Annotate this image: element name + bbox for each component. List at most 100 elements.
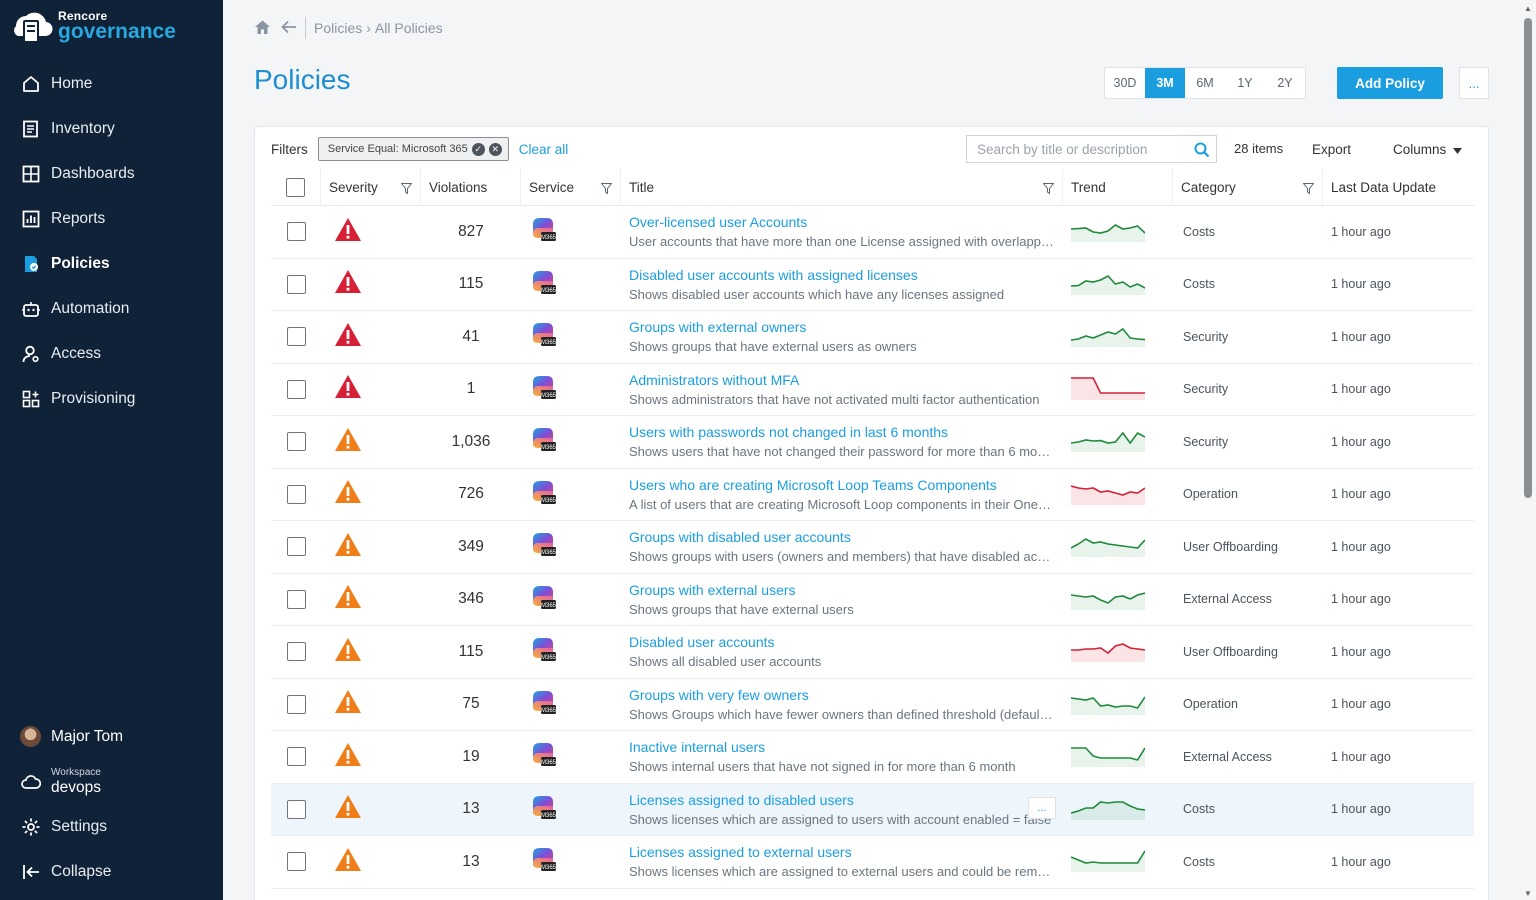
table-row[interactable]: 115 M365 Disabled user accounts Shows al… xyxy=(271,626,1474,679)
nav-item-inventory[interactable]: Inventory xyxy=(0,106,223,151)
row-checkbox[interactable] xyxy=(286,222,306,242)
columns-dropdown[interactable]: Columns xyxy=(1393,142,1463,157)
workspace-switcher[interactable]: Workspace devops xyxy=(0,759,223,804)
filter-icon[interactable] xyxy=(1302,182,1315,197)
range-2y[interactable]: 2Y xyxy=(1277,76,1293,90)
select-all-checkbox[interactable] xyxy=(286,177,305,197)
clear-all-link[interactable]: Clear all xyxy=(518,141,569,157)
scrollbar-thumb[interactable] xyxy=(1524,18,1532,498)
policy-description: Shows licenses which are assigned to ext… xyxy=(629,864,1055,880)
policy-title-link[interactable]: Licenses assigned to disabled users xyxy=(629,791,854,808)
nav-item-reports[interactable]: Reports xyxy=(0,196,223,241)
range-30d[interactable]: 30D xyxy=(1113,76,1137,90)
table-row[interactable]: 13 M365 Licenses assigned to external us… xyxy=(271,836,1474,889)
search-input[interactable] xyxy=(977,141,1187,157)
header-severity[interactable]: Severity xyxy=(321,168,421,206)
policy-title-link[interactable]: Inactive internal users xyxy=(629,739,766,756)
policy-title-link[interactable]: Users who are creating Microsoft Loop Te… xyxy=(629,476,997,493)
violations-count: 13 xyxy=(462,800,480,818)
policy-title-link[interactable]: Administrators without MFA xyxy=(629,371,800,388)
filter-icon[interactable] xyxy=(600,182,613,197)
table-row[interactable]: 75 M365 Groups with very few owners Show… xyxy=(271,679,1474,731)
table-row[interactable]: 349 M365 Groups with disabled user accou… xyxy=(271,521,1474,574)
filter-icon[interactable] xyxy=(400,182,413,197)
table-row[interactable]: 346 M365 Groups with external users Show… xyxy=(271,574,1474,626)
row-checkbox[interactable] xyxy=(286,484,306,504)
row-checkbox[interactable] xyxy=(286,589,306,609)
row-checkbox[interactable] xyxy=(286,537,306,557)
range-1y[interactable]: 1Y xyxy=(1237,76,1253,90)
export-button[interactable]: Export xyxy=(1312,142,1352,157)
filter-icon[interactable] xyxy=(1042,182,1055,197)
table-row[interactable]: 19 M365 Inactive internal users Shows in… xyxy=(271,731,1474,784)
range-6m[interactable]: 6M xyxy=(1196,76,1214,90)
policy-title-link[interactable]: Licenses assigned to external users xyxy=(629,844,852,861)
row-more-button[interactable]: ... xyxy=(1028,796,1056,819)
scroll-down-icon[interactable]: ▼ xyxy=(1524,889,1532,898)
nav-item-home[interactable]: Home xyxy=(0,61,223,106)
row-checkbox[interactable] xyxy=(286,852,306,872)
back-arrow-icon[interactable] xyxy=(281,20,297,37)
policy-title-link[interactable]: Over-licensed user Accounts xyxy=(629,214,808,231)
last-data-update: 1 hour ago xyxy=(1331,749,1391,764)
settings-nav[interactable]: Settings xyxy=(0,804,223,849)
edit-filter-icon[interactable]: ✓ xyxy=(471,142,485,156)
header-title[interactable]: Title xyxy=(621,168,1063,206)
row-checkbox[interactable] xyxy=(286,379,306,399)
time-range-selector: 30D 3M 6M 1Y 2Y xyxy=(1104,67,1306,99)
row-checkbox[interactable] xyxy=(286,274,306,294)
nav-item-automation[interactable]: Automation xyxy=(0,286,223,331)
policy-title-link[interactable]: Disabled user accounts with assigned lic… xyxy=(629,266,918,283)
add-policy-button[interactable]: Add Policy xyxy=(1337,67,1443,99)
last-data-update: 1 hour ago xyxy=(1331,487,1391,502)
microsoft-365-icon: M365 xyxy=(521,741,621,772)
table-row[interactable]: 115 M365 Disabled user accounts with ass… xyxy=(271,259,1474,311)
table-row[interactable]: 13 M365 Licenses assigned to disabled us… xyxy=(271,783,1474,836)
header-violations[interactable]: Violations xyxy=(421,168,521,206)
microsoft-365-icon: M365 xyxy=(521,636,621,667)
policy-title-link[interactable]: Groups with very few owners xyxy=(629,686,809,703)
policy-title-link[interactable]: Groups with external owners xyxy=(629,319,807,336)
policy-title-link[interactable]: Disabled user accounts xyxy=(629,634,775,651)
severity-critical-icon xyxy=(321,374,421,404)
table-row[interactable]: 1 M365 Administrators without MFA Shows … xyxy=(271,364,1474,416)
header-category[interactable]: Category xyxy=(1173,168,1323,206)
range-3m[interactable]: 3M xyxy=(1145,68,1185,98)
dashboards-icon xyxy=(21,164,41,184)
breadcrumb-parent[interactable]: Policies xyxy=(314,20,363,36)
filter-chip[interactable]: Service Equal: Microsoft 365 ✓ ✕ xyxy=(317,137,509,161)
header-service[interactable]: Service xyxy=(521,168,621,206)
user-profile[interactable]: Major Tom xyxy=(0,714,223,759)
nav-item-access[interactable]: Access xyxy=(0,331,223,376)
remove-filter-icon[interactable]: ✕ xyxy=(488,142,502,156)
header-last-update[interactable]: Last Data Update xyxy=(1331,179,1437,195)
row-checkbox[interactable] xyxy=(286,747,306,767)
row-checkbox[interactable] xyxy=(286,432,306,452)
svg-text:M365: M365 xyxy=(541,288,557,294)
trend-sparkline xyxy=(1063,689,1173,720)
nav-item-provisioning[interactable]: Provisioning xyxy=(0,376,223,421)
severity-warning-icon xyxy=(321,689,421,719)
table-row[interactable]: 827 M365 Over-licensed user Accounts Use… xyxy=(271,206,1474,259)
row-checkbox[interactable] xyxy=(286,642,306,662)
scrollbar[interactable]: ▲ ▼ xyxy=(1520,0,1536,900)
table-row[interactable]: 726 M365 Users who are creating Microsof… xyxy=(271,469,1474,521)
policy-title-link[interactable]: Users with passwords not changed in last… xyxy=(629,424,949,441)
scroll-up-icon[interactable]: ▲ xyxy=(1524,4,1532,13)
violations-count: 726 xyxy=(458,485,484,503)
policy-title-link[interactable]: Groups with external users xyxy=(629,581,796,598)
row-checkbox[interactable] xyxy=(286,327,306,347)
table-row[interactable]: 41 M365 Groups with external owners Show… xyxy=(271,311,1474,364)
header-trend[interactable]: Trend xyxy=(1063,168,1173,206)
more-options-button[interactable]: ... xyxy=(1459,67,1489,99)
row-checkbox[interactable] xyxy=(286,694,306,714)
nav-item-dashboards[interactable]: Dashboards xyxy=(0,151,223,196)
policy-title-link[interactable]: Groups with disabled user accounts xyxy=(629,529,851,546)
rencore-logo[interactable]: Rencore governance xyxy=(10,6,176,46)
collapse-nav[interactable]: Collapse xyxy=(0,849,223,894)
home-icon[interactable] xyxy=(254,19,271,38)
nav-item-policies[interactable]: Policies xyxy=(0,241,223,286)
row-checkbox[interactable] xyxy=(286,799,306,819)
search-icon[interactable] xyxy=(1194,142,1210,161)
table-row[interactable]: 1,036 M365 Users with passwords not chan… xyxy=(271,416,1474,469)
